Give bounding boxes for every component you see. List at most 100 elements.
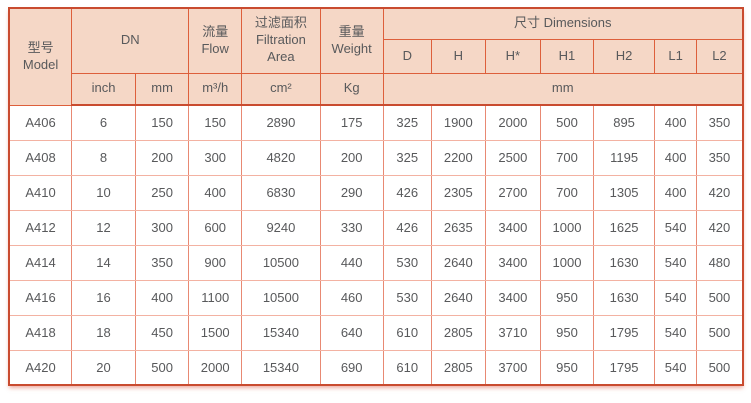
table-row: A416 16 400 1100 10500 460 530 2640 3400 950 1630 5… xyxy=(8,279,744,316)
cell-value: 325 xyxy=(382,104,433,141)
header-unit-flow: m³/h xyxy=(188,72,242,106)
cell-value: 3700 xyxy=(484,349,542,386)
cell-value: 290 xyxy=(319,174,384,211)
cell-value: 1630 xyxy=(592,244,656,281)
header-weight-en: Weight xyxy=(331,40,372,56)
cell-value: 540 xyxy=(654,279,697,316)
cell-value: 10 xyxy=(71,174,136,211)
cell-value: 1000 xyxy=(540,244,594,281)
header-unit-weight: Kg xyxy=(319,72,384,106)
cell-value: 2000 xyxy=(484,104,542,141)
cell-model: A406 xyxy=(8,104,73,141)
cell-value: 300 xyxy=(188,139,242,176)
cell-value: 175 xyxy=(319,104,384,141)
table-row: A408 8 200 300 4820 200 325 2200 2500 700 1195 400 3… xyxy=(8,139,744,176)
cell-value: 700 xyxy=(540,174,594,211)
header-filtration-en1: Filtration xyxy=(255,32,306,48)
header-unit-mm: mm xyxy=(134,72,190,106)
table-row: A420 20 500 2000 15340 690 610 2805 3700 950 1795 5… xyxy=(8,349,744,386)
header-dim-col-h1: H1 xyxy=(540,38,594,74)
cell-value: 16 xyxy=(71,279,136,316)
cell-value: 350 xyxy=(695,104,744,141)
cell-value: 3400 xyxy=(484,244,542,281)
cell-model: A414 xyxy=(8,244,73,281)
cell-value: 950 xyxy=(540,314,594,351)
cell-value: 2640 xyxy=(431,279,486,316)
cell-value: 450 xyxy=(134,314,190,351)
cell-value: 1195 xyxy=(592,139,656,176)
cell-value: 2305 xyxy=(431,174,486,211)
header-row-dims: D H H* H1 H2 L1 L2 xyxy=(9,38,744,74)
cell-value: 400 xyxy=(654,139,697,176)
cell-value: 460 xyxy=(319,279,384,316)
cell-value: 10500 xyxy=(240,279,321,316)
cell-value: 3710 xyxy=(484,314,542,351)
cell-value: 2805 xyxy=(431,349,486,386)
header-unit-filtration: cm² xyxy=(240,72,321,106)
table-row: A414 14 350 900 10500 440 530 2640 3400 1000 1630 5… xyxy=(8,244,744,281)
cell-value: 14 xyxy=(71,244,136,281)
cell-model: A420 xyxy=(8,349,73,386)
cell-model: A416 xyxy=(8,279,73,316)
header-dim-col-h: H xyxy=(431,38,486,74)
table-body: A406 6 150 150 2890 175 325 1900 2000 500 895 400 35… xyxy=(8,104,744,386)
header-dim-col-l1: L1 xyxy=(654,38,697,74)
cell-value: 325 xyxy=(382,139,433,176)
cell-value: 610 xyxy=(382,349,433,386)
cell-value: 2640 xyxy=(431,244,486,281)
cell-value: 540 xyxy=(654,349,697,386)
header-filtration-zh: 过滤面积 xyxy=(254,15,307,31)
header-dimensions: 尺寸 Dimensions xyxy=(382,7,744,40)
cell-value: 2700 xyxy=(484,174,542,211)
header-filtration-en2: Area xyxy=(267,49,295,65)
cell-value: 540 xyxy=(654,209,697,246)
cell-value: 20 xyxy=(71,349,136,386)
header-dim-col-l2: L2 xyxy=(695,38,744,74)
cell-value: 1900 xyxy=(431,104,486,141)
table-row: A418 18 450 1500 15340 640 610 2805 3710 950 1795 5… xyxy=(8,314,744,351)
cell-value: 8 xyxy=(71,139,136,176)
header-model: 型号 Model xyxy=(8,7,73,106)
cell-value: 6830 xyxy=(240,174,321,211)
cell-value: 350 xyxy=(695,139,744,176)
cell-value: 540 xyxy=(654,244,697,281)
table-row: A412 12 300 600 9240 330 426 2635 3400 1000 1625 54… xyxy=(8,209,744,246)
header-weight-zh: 重量 xyxy=(338,23,365,39)
header-dn: DN xyxy=(71,7,190,74)
cell-model: A410 xyxy=(8,174,73,211)
cell-value: 480 xyxy=(695,244,744,281)
header-flow-zh: 流量 xyxy=(202,23,229,39)
cell-model: A418 xyxy=(8,314,73,351)
cell-value: 530 xyxy=(382,244,433,281)
header-flow-en: Flow xyxy=(201,40,229,56)
spec-table: 型号 Model DN 流量 Flow 过滤面积 Filtration Area… xyxy=(8,7,744,386)
cell-value: 2635 xyxy=(431,209,486,246)
cell-value: 950 xyxy=(540,349,594,386)
cell-value: 3400 xyxy=(484,209,542,246)
cell-value: 1795 xyxy=(592,314,656,351)
cell-value: 12 xyxy=(71,209,136,246)
cell-value: 500 xyxy=(695,314,744,351)
header-model-en: Model xyxy=(22,56,59,72)
cell-value: 3400 xyxy=(484,279,542,316)
cell-value: 690 xyxy=(319,349,384,386)
cell-model: A408 xyxy=(8,139,73,176)
header-unit-inch: inch xyxy=(71,72,136,106)
table-row: A406 6 150 150 2890 175 325 1900 2000 500 895 400 35… xyxy=(8,104,744,141)
cell-value: 400 xyxy=(654,174,697,211)
cell-value: 15340 xyxy=(240,314,321,351)
cell-value: 640 xyxy=(319,314,384,351)
cell-value: 440 xyxy=(319,244,384,281)
header-unit-dims: mm xyxy=(382,72,744,106)
cell-value: 610 xyxy=(382,314,433,351)
cell-value: 15340 xyxy=(240,349,321,386)
cell-value: 1100 xyxy=(188,279,242,316)
cell-value: 426 xyxy=(382,174,433,211)
header-model-zh: 型号 xyxy=(27,39,54,55)
cell-value: 2200 xyxy=(431,139,486,176)
cell-value: 500 xyxy=(134,349,190,386)
header-filtration-area: 过滤面积 Filtration Area xyxy=(240,7,321,74)
cell-value: 950 xyxy=(540,279,594,316)
header-weight: 重量 Weight xyxy=(319,7,384,74)
cell-value: 540 xyxy=(654,314,697,351)
